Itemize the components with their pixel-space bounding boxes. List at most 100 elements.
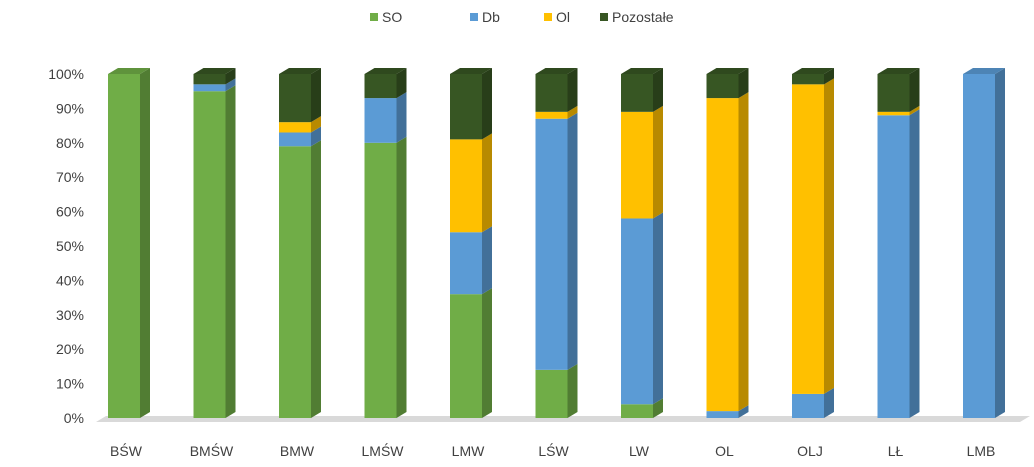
bar-stack-LMW bbox=[450, 68, 492, 418]
bar-segment-Db-LW bbox=[621, 218, 653, 405]
bar-side-Db-LW bbox=[653, 212, 663, 405]
bar-segment-Pozostałe-LŁ bbox=[877, 74, 910, 112]
bar-side-Db-BMW bbox=[311, 126, 321, 147]
x-tick-label: LMB bbox=[967, 443, 996, 459]
bar-segment-Pozostałe-LW bbox=[621, 74, 653, 112]
bar-segment-SO-LMŚW bbox=[364, 142, 397, 419]
bar-stack-OL bbox=[706, 68, 749, 418]
bar-segment-Db-LMW bbox=[450, 232, 482, 295]
y-tick-label: 40% bbox=[56, 272, 84, 288]
x-axis: BŚW BMŚW BMW LMŚW LMW LŚW LW OL OLJ LŁ LMB bbox=[110, 442, 995, 459]
legend-swatch-2 bbox=[470, 13, 478, 21]
bar-segment-Db-OL bbox=[706, 411, 739, 418]
bar-side-Ol-LŚW bbox=[567, 105, 578, 119]
y-axis: 0% 10% 20% 30% 40% 50% 60% 70% 80% 90% 100% bbox=[48, 66, 84, 426]
y-tick-label: 50% bbox=[56, 238, 84, 254]
legend-swatch-1 bbox=[370, 13, 378, 21]
bar-top-BMŚW bbox=[193, 68, 236, 74]
legend-label-2: Db bbox=[482, 9, 500, 25]
x-tick-label: LŁ bbox=[888, 443, 904, 459]
y-tick-label: 80% bbox=[56, 135, 84, 151]
bar-stack-BMW bbox=[279, 68, 321, 419]
x-tick-label: LMŚW bbox=[362, 442, 405, 459]
bar-side-Ol-OLJ bbox=[824, 78, 834, 394]
bar-segment-SO-BMW bbox=[279, 146, 311, 419]
bar-segment-Db-LŁ bbox=[877, 115, 910, 418]
bar-segment-Db-LMŚW bbox=[364, 98, 397, 143]
bar-segment-Db-BMW bbox=[279, 132, 311, 147]
bar-segment-SO-LŚW bbox=[535, 369, 568, 418]
bar-side-Ol-BMW bbox=[311, 116, 321, 133]
bar-stack-BMŚW bbox=[193, 68, 236, 418]
y-tick-label: 30% bbox=[56, 307, 84, 323]
bar-segment-Pozostałe-OL bbox=[706, 74, 739, 99]
y-tick-label: 70% bbox=[56, 169, 84, 185]
bar-top-LMB bbox=[963, 68, 1005, 74]
bar-top-OLJ bbox=[792, 68, 834, 74]
bar-segment-Db-LMB bbox=[963, 74, 995, 418]
bar-top-BMW bbox=[279, 68, 321, 74]
y-tick-label: 0% bbox=[64, 410, 84, 426]
bar-side-Pozostałe-LŚW bbox=[567, 68, 578, 112]
bar-side-Pozostałe-BMW bbox=[311, 68, 321, 123]
bar-segment-Ol-OL bbox=[706, 98, 739, 412]
bar-segment-Pozostałe-BMŚW bbox=[193, 74, 226, 85]
bar-segment-Pozostałe-LŚW bbox=[535, 74, 568, 112]
bar-segment-Pozostałe-LMŚW bbox=[364, 74, 397, 99]
bar-side-Pozostałe-LW bbox=[653, 68, 663, 112]
y-tick-label: 10% bbox=[56, 376, 84, 392]
x-tick-label: BMŚW bbox=[190, 442, 234, 459]
bar-segment-Ol-BMW bbox=[279, 122, 311, 133]
bar-side-SO-LW bbox=[653, 398, 663, 418]
bar-segment-Db-BMŚW bbox=[193, 84, 226, 92]
bar-side-Pozostałe-LMŚW bbox=[396, 68, 407, 99]
bar-segment-Ol-OLJ bbox=[792, 84, 824, 394]
legend: SO Db Ol Pozostałe bbox=[370, 9, 674, 25]
bar-segment-Db-LŚW bbox=[535, 118, 568, 370]
y-tick-label: 20% bbox=[56, 341, 84, 357]
bar-side-SO-LŚW bbox=[567, 363, 578, 418]
bar-stack-LMB bbox=[963, 68, 1005, 418]
x-tick-label: OLJ bbox=[797, 443, 823, 459]
x-tick-label: LMW bbox=[452, 443, 485, 459]
bar-side-Pozostałe-OL bbox=[738, 68, 749, 99]
bar-top-LŁ bbox=[877, 68, 920, 74]
legend-label-1: SO bbox=[382, 9, 402, 25]
bar-side-Ol-OL bbox=[738, 92, 749, 412]
bar-side-Db-LMB bbox=[995, 68, 1005, 418]
bar-side-Db-OLJ bbox=[824, 387, 834, 418]
bar-side-Pozostałe-BMŚW bbox=[225, 68, 236, 85]
y-tick-label: 90% bbox=[56, 100, 84, 116]
bar-stack-LW bbox=[621, 68, 663, 418]
bar-stack-LŁ bbox=[877, 68, 920, 418]
bar-side-SO-BMŚW bbox=[225, 85, 236, 418]
bar-top-OL bbox=[706, 68, 749, 74]
bar-side-Ol-LMW bbox=[482, 133, 492, 233]
y-tick-label: 100% bbox=[48, 66, 84, 82]
bar-side-Db-LMW bbox=[482, 226, 492, 295]
bar-segment-SO-BMŚW bbox=[193, 91, 226, 418]
bar-segment-SO-LMW bbox=[450, 294, 482, 418]
x-tick-label: BŚW bbox=[110, 442, 143, 459]
bar-side-Db-LMŚW bbox=[396, 92, 407, 143]
bar-side-Ol-LŁ bbox=[909, 105, 920, 116]
bar-top-LW bbox=[621, 68, 663, 74]
bar-side-Pozostałe-LŁ bbox=[909, 68, 920, 112]
y-tick-label: 60% bbox=[56, 204, 84, 220]
bar-segment-SO-LW bbox=[621, 404, 653, 418]
bars bbox=[108, 68, 1005, 419]
bar-segment-Pozostałe-BMW bbox=[279, 74, 311, 123]
bar-stack-LŚW bbox=[535, 68, 578, 418]
legend-label-4: Pozostałe bbox=[612, 9, 674, 25]
bar-top-LMW bbox=[450, 68, 492, 74]
bar-segment-Pozostałe-LMW bbox=[450, 74, 482, 140]
legend-swatch-3 bbox=[544, 13, 552, 21]
bar-side-Pozostałe-LMW bbox=[482, 68, 492, 140]
x-tick-label: BMW bbox=[280, 443, 315, 459]
bar-side-SO-BŚW bbox=[140, 68, 150, 418]
bar-segment-Ol-LMW bbox=[450, 139, 482, 233]
bar-top-LMŚW bbox=[364, 68, 407, 74]
bar-top-LŚW bbox=[535, 68, 578, 74]
